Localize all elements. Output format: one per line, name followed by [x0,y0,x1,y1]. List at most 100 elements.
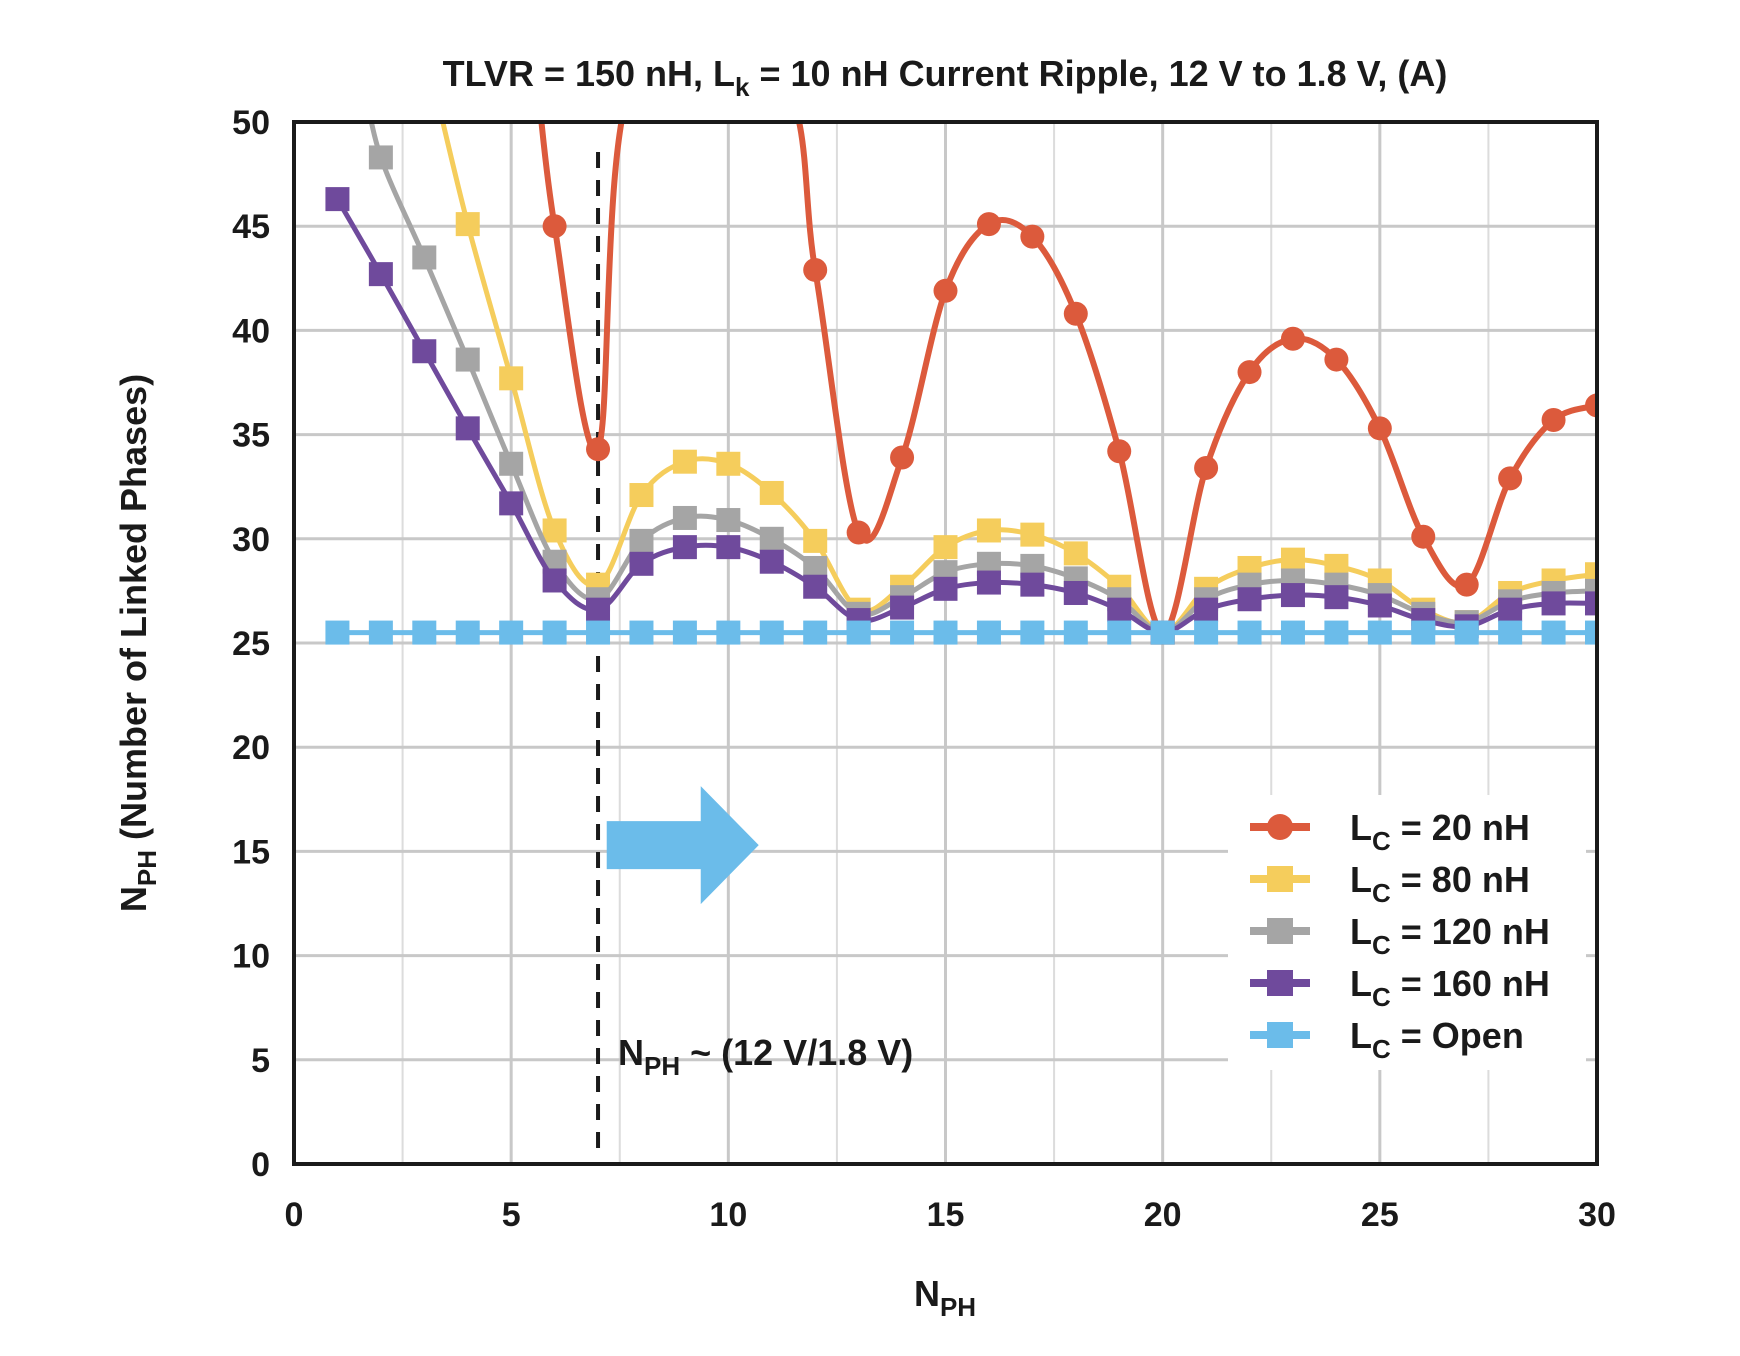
series-lc-120-nh [368,122,1597,645]
data-point-lc-20-nh [1541,408,1566,433]
data-point-lc-open [1063,620,1088,645]
y-tick-label: 40 [232,312,270,350]
data-point-lc-160-nh [803,574,828,599]
data-point-lc-20-nh [1411,524,1436,549]
data-point-lc-160-nh [1107,597,1132,622]
legend-label-lc-80nh: LC = 80 nH [1350,859,1530,908]
legend-item-lc-open: LC = Open [1250,1015,1524,1064]
data-point-lc-open [890,620,915,645]
data-point-lc-open [846,620,871,645]
legend-marker-lc-160nh [1267,970,1293,996]
data-point-lc-open [672,620,697,645]
data-point-lc-160-nh [1585,591,1597,616]
y-tick-label: 30 [232,521,270,559]
data-point-lc-160-nh [1237,587,1262,612]
vline-annotation-text: NPH ~ (12 V/1.8 V) [618,1032,913,1081]
legend-label-lc-20nh: LC = 20 nH [1350,807,1530,856]
data-point-lc-80-nh [976,518,1001,543]
data-point-lc-20-nh [1194,455,1219,480]
data-point-lc-160-nh [1063,580,1088,605]
data-point-lc-20-nh [846,520,871,545]
data-point-lc-160-nh [412,339,437,364]
data-point-lc-160-nh [1020,572,1045,597]
data-point-lc-open [1541,620,1566,645]
x-tick-label: 30 [1578,1196,1616,1234]
data-point-lc-open [412,620,437,645]
y-tick-label: 0 [251,1146,270,1184]
data-point-lc-80-nh [1020,522,1045,547]
data-point-lc-160-nh [1324,585,1349,610]
data-point-lc-120-nh [672,505,697,530]
data-point-lc-160-nh [499,491,524,516]
data-point-lc-120-nh [455,347,480,372]
legend-item-lc-120nh: LC = 120 nH [1250,911,1550,960]
data-point-lc-open [1324,620,1349,645]
data-point-lc-open [1367,620,1392,645]
data-point-lc-160-nh [716,535,741,560]
data-point-lc-120-nh [412,245,437,270]
legend: LC = 20 nH LC = 80 nH LC = 120 nH LC = 1… [1228,795,1586,1070]
data-point-lc-80-nh [629,483,654,508]
data-point-lc-80-nh [542,518,567,543]
y-axis-label: NPH (Number of Linked Phases) [113,374,162,912]
data-point-lc-open [1020,620,1045,645]
data-point-lc-open [933,620,958,645]
legend-item-lc-160nh: LC = 160 nH [1250,963,1550,1012]
data-point-lc-open [542,620,567,645]
data-point-lc-open [1411,620,1436,645]
data-point-lc-80-nh [672,449,697,474]
data-point-lc-20-nh [1324,347,1349,372]
annotations [596,152,759,1154]
y-tick-label: 45 [232,208,270,246]
x-tick-label: 5 [502,1196,521,1234]
y-tick-label: 50 [232,104,270,142]
x-tick-label: 0 [285,1196,304,1234]
data-point-lc-20-nh [803,257,828,282]
legend-label-lc-open: LC = Open [1350,1015,1524,1064]
data-point-lc-20-nh [1107,439,1132,464]
y-tick-label: 15 [232,833,270,871]
data-point-lc-160-nh [455,416,480,441]
data-point-lc-80-nh [716,451,741,476]
data-point-lc-80-nh [759,480,784,505]
series-group [325,122,1597,645]
data-point-lc-120-nh [629,528,654,553]
data-point-lc-80-nh [1280,547,1305,572]
data-point-lc-160-nh [933,576,958,601]
data-point-lc-20-nh [890,445,915,470]
data-point-lc-160-nh [1367,593,1392,618]
data-point-lc-160-nh [542,568,567,593]
data-point-lc-open [1194,620,1219,645]
legend-item-lc-20nh: LC = 20 nH [1250,807,1530,856]
data-point-lc-160-nh [1541,591,1566,616]
data-point-lc-20-nh [1020,224,1045,249]
data-point-lc-80-nh [933,535,958,560]
data-point-lc-open [1237,620,1262,645]
data-point-lc-open [586,620,611,645]
legend-label-lc-160nh: LC = 160 nH [1350,963,1550,1012]
data-point-lc-160-nh [368,262,393,287]
y-tick-label: 35 [232,417,270,455]
data-point-lc-160-nh [586,597,611,622]
data-point-lc-20-nh [1454,572,1479,597]
data-point-lc-open [325,620,350,645]
direction-arrow [606,786,759,905]
data-point-lc-160-nh [890,595,915,620]
data-point-lc-20-nh [1280,326,1305,351]
data-point-lc-20-nh [586,437,611,462]
data-point-lc-open [976,620,1001,645]
data-point-lc-open [368,620,393,645]
data-point-lc-120-nh [499,451,524,476]
data-point-lc-80-nh [455,212,480,237]
data-point-lc-80-nh [499,366,524,391]
data-point-lc-20-nh [976,212,1001,237]
data-point-lc-20-nh [1498,466,1523,491]
x-tick-label: 25 [1361,1196,1399,1234]
data-point-lc-20-nh [542,214,567,239]
data-point-lc-20-nh [933,278,958,303]
x-tick-label: 20 [1144,1196,1182,1234]
data-point-lc-120-nh [759,526,784,551]
data-point-lc-160-nh [672,535,697,560]
